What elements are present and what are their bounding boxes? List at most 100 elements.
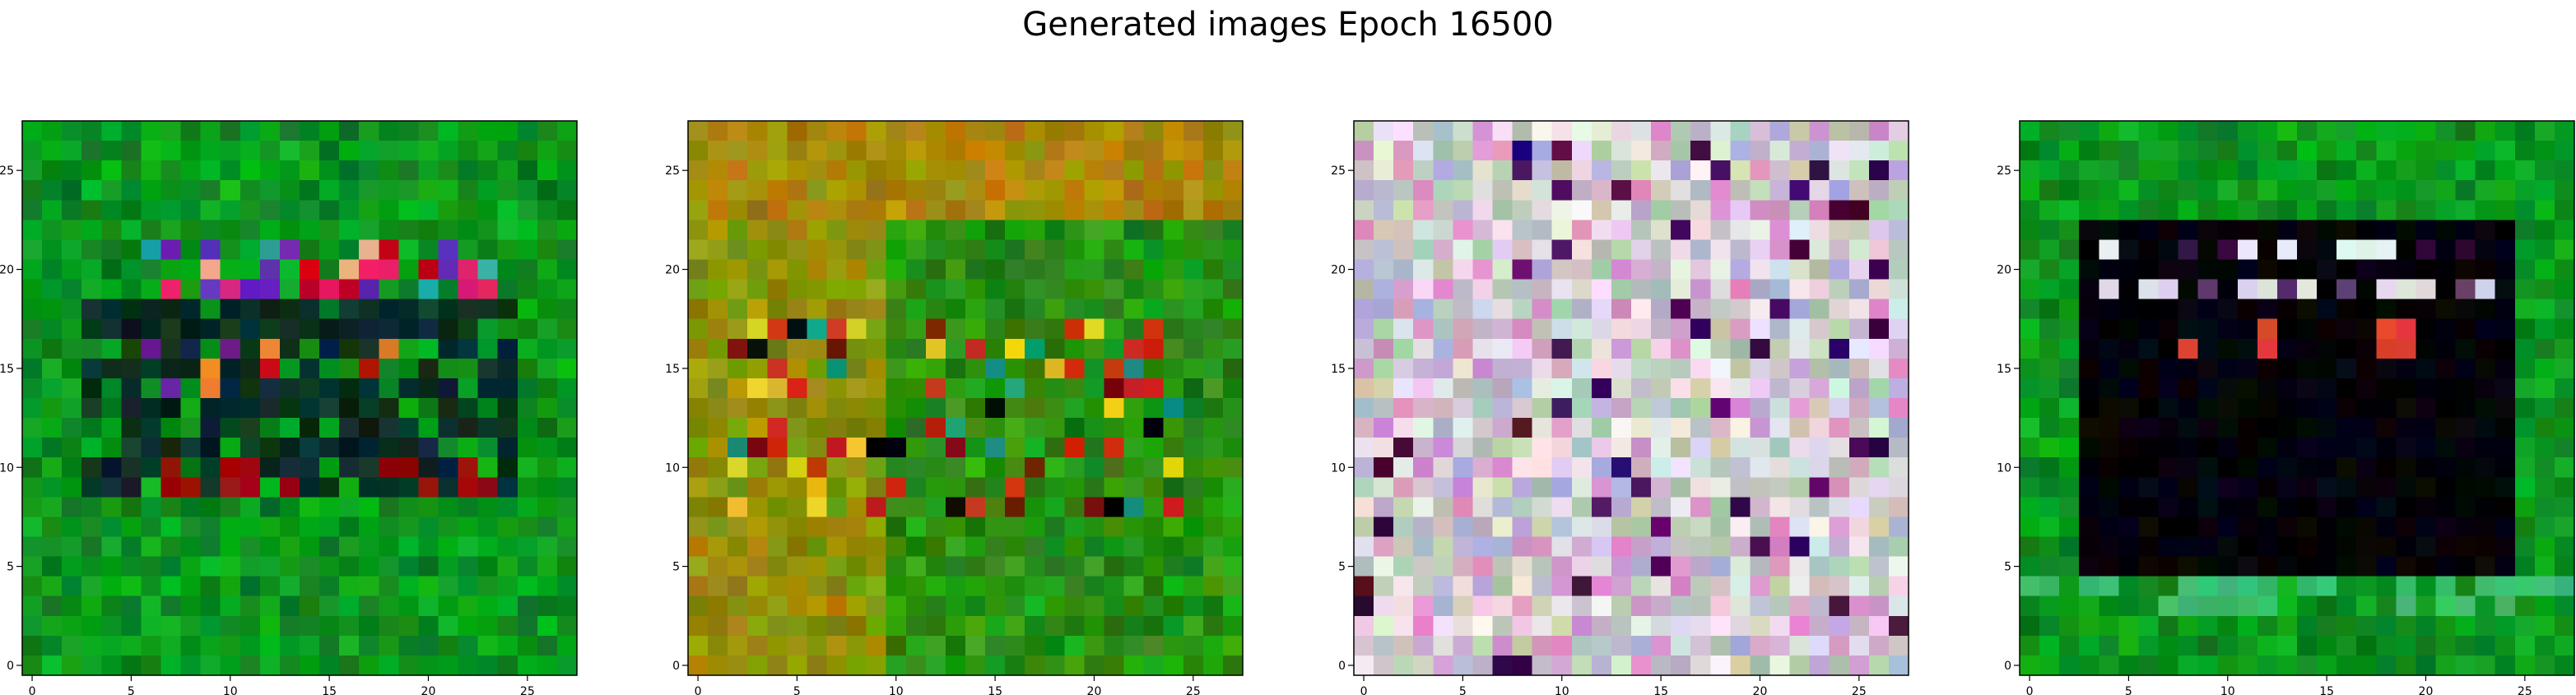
pixel: [2099, 398, 2119, 419]
pixel: [1374, 358, 1394, 379]
pixel: [1848, 121, 1870, 141]
pixel: [1492, 378, 1514, 399]
pixel: [1453, 358, 1474, 379]
pixel: [339, 556, 360, 577]
pixel: [121, 576, 142, 597]
pixel: [807, 141, 828, 161]
pixel: [2495, 655, 2516, 676]
pixel: [239, 279, 261, 300]
pixel: [1354, 200, 1374, 220]
pixel: [2475, 121, 2496, 141]
pixel: [1829, 279, 1850, 300]
pixel: [1453, 457, 1474, 478]
pixel: [1868, 517, 1890, 538]
pixel: [418, 595, 439, 617]
pixel: [2099, 259, 2119, 280]
pixel: [965, 398, 986, 419]
pixel: [2376, 180, 2397, 201]
pixel: [866, 418, 887, 438]
pixel: [2514, 239, 2536, 261]
pixel: [2237, 398, 2258, 419]
pixel: [438, 536, 459, 558]
pixel: [477, 338, 499, 359]
pixel: [279, 121, 300, 141]
pixel: [279, 398, 300, 419]
pixel: [1123, 200, 1145, 220]
pixel: [1769, 121, 1791, 141]
pixel: [379, 615, 399, 637]
pixel: [1848, 299, 1870, 320]
pixel: [121, 615, 142, 637]
pixel: [965, 556, 986, 577]
pixel: [1829, 358, 1850, 379]
pixel: [1472, 536, 1494, 558]
pixel: [556, 418, 578, 438]
pixel: [2337, 121, 2357, 141]
pixel: [1163, 418, 1184, 438]
pixel: [1123, 635, 1145, 656]
pixel: [1202, 338, 1224, 359]
pixel: [807, 615, 828, 637]
pixel: [728, 418, 748, 438]
pixel: [1750, 615, 1771, 637]
pixel: [1025, 200, 1045, 220]
pixel: [1631, 438, 1652, 458]
pixel: [239, 318, 261, 340]
pixel: [2317, 517, 2337, 538]
pixel: [2435, 259, 2457, 280]
pixel: [1005, 299, 1025, 320]
pixel: [1222, 358, 1244, 379]
pixel: [905, 438, 927, 458]
pixel: [985, 378, 1006, 399]
pixel: [1123, 378, 1145, 399]
pixel: [1809, 358, 1830, 379]
pixel: [2178, 576, 2199, 597]
pixel: [728, 595, 748, 617]
pixel: [537, 239, 558, 261]
pixel: [787, 497, 808, 518]
pixel: [1551, 477, 1573, 498]
pixel: [497, 457, 518, 478]
pixel: [537, 180, 558, 201]
pixel: [477, 121, 499, 141]
pixel: [200, 358, 221, 379]
pixel: [1163, 497, 1184, 518]
pixel: [22, 655, 43, 676]
pixel: [1183, 180, 1204, 201]
pixel: [2217, 655, 2239, 676]
pixel: [1769, 160, 1791, 181]
pixel: [1769, 418, 1791, 438]
pixel: [826, 615, 848, 637]
pixel: [1354, 141, 1374, 161]
pixel: [2079, 259, 2099, 280]
pixel: [180, 497, 202, 518]
pixel: [945, 595, 966, 617]
pixel: [925, 517, 946, 538]
pixel: [81, 318, 102, 340]
pixel: [1492, 200, 1514, 220]
pixel: [418, 279, 439, 300]
pixel: [728, 635, 748, 656]
pixel: [101, 438, 122, 458]
pixel: [2495, 576, 2516, 597]
pixel: [339, 635, 360, 656]
pixel: [477, 200, 499, 220]
pixel: [1591, 595, 1612, 617]
pixel: [2237, 438, 2258, 458]
pixel: [1044, 556, 1065, 577]
pixel: [1690, 457, 1711, 478]
pixel: [101, 398, 122, 419]
pixel: [767, 200, 788, 220]
pixel: [846, 398, 867, 419]
pixel: [200, 457, 221, 478]
pixel: [22, 200, 43, 220]
pixel: [1868, 398, 1890, 419]
pixel: [688, 318, 709, 340]
pixel: [517, 477, 538, 498]
pixel: [2099, 635, 2119, 656]
pixel: [965, 635, 986, 656]
pixel: [1143, 635, 1165, 656]
pixel: [2337, 556, 2357, 577]
pixel: [2059, 438, 2080, 458]
pixel: [2317, 200, 2337, 220]
